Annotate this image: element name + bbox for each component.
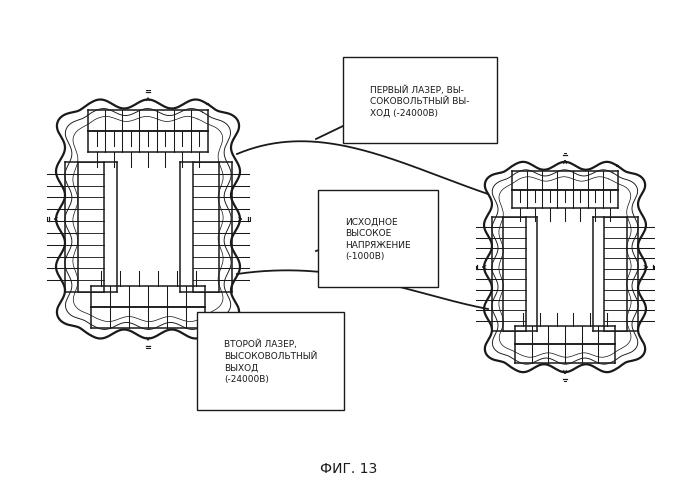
Text: ИСХОДНОЕ
ВЫСОКОЕ
НАПРЯЖЕНИЕ
(-1000В): ИСХОДНОЕ ВЫСОКОЕ НАПРЯЖЕНИЕ (-1000В): [345, 218, 410, 261]
Text: ВТОРОЙ ЛАЗЕР,
ВЫСОКОВОЛЬТНЫЙ
ВЫХОД
(-24000В): ВТОРОЙ ЛАЗЕР, ВЫСОКОВОЛЬТНЫЙ ВЫХОД (-240…: [224, 339, 317, 383]
Text: ФИГ. 13: ФИГ. 13: [320, 461, 377, 475]
Text: ПЕРВЫЙ ЛАЗЕР, ВЫ-
СОКОВОЛЬТНЫЙ ВЫ-
ХОД (-24000В): ПЕРВЫЙ ЛАЗЕР, ВЫ- СОКОВОЛЬТНЫЙ ВЫ- ХОД (…: [370, 85, 470, 117]
